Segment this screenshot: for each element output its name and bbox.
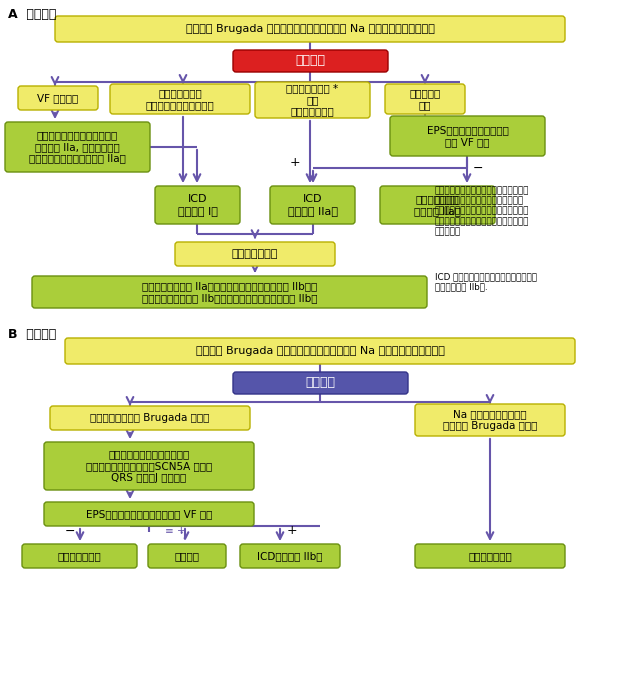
FancyBboxPatch shape: [380, 186, 495, 224]
FancyBboxPatch shape: [50, 406, 250, 430]
Text: 無症候性: 無症候性: [305, 376, 335, 389]
Text: 頻回の適切作動: 頻回の適切作動: [232, 249, 278, 259]
Text: +: +: [287, 525, 298, 538]
FancyBboxPatch shape: [175, 242, 335, 266]
FancyBboxPatch shape: [240, 544, 340, 568]
Text: 原因不明の
失神: 原因不明の 失神: [410, 88, 440, 110]
Text: 慎重な経過観察: 慎重な経過観察: [468, 551, 512, 561]
Text: −: −: [65, 525, 76, 538]
Text: ICD
（クラス I）: ICD （クラス I）: [177, 194, 218, 216]
Text: 有症候性: 有症候性: [296, 55, 326, 68]
FancyBboxPatch shape: [270, 186, 355, 224]
FancyBboxPatch shape: [22, 544, 137, 568]
FancyBboxPatch shape: [32, 276, 427, 308]
Text: ＊不整脈原性失神：非不整脈原性失神に
比べて，男性・中高年に多い，尿失禁
を伴うことが多く，高温・混雑・痛み・
精神的ストレス・起立姿勢などの誘因を
伴わない．: ＊不整脈原性失神：非不整脈原性失神に 比べて，男性・中高年に多い，尿失禁 を伴う…: [435, 186, 529, 236]
Text: 不整脈原性失神 *
痙攣
夜間苦悶様呼吸: 不整脈原性失神 * 痙攣 夜間苦悶様呼吸: [287, 83, 339, 116]
Text: EPS（２連期外刺激以下）での VF 誘発: EPS（２連期外刺激以下）での VF 誘発: [86, 509, 212, 519]
FancyBboxPatch shape: [44, 442, 254, 490]
FancyBboxPatch shape: [44, 502, 254, 526]
Text: Na チャネル遮断薬誘発
タイプ１ Brugada 心電図: Na チャネル遮断薬誘発 タイプ１ Brugada 心電図: [443, 409, 537, 431]
Text: 心肺停止の既往
持続性頻脈性心室不整脈: 心肺停止の既往 持続性頻脈性心室不整脈: [146, 88, 214, 110]
Text: キニジン: キニジン: [175, 551, 200, 561]
Text: 臨床および心電図所見を考慮
（年齢・性別・家族歴・SCN5A 変異・
QRS 棘波・J 波など）: 臨床および心電図所見を考慮 （年齢・性別・家族歴・SCN5A 変異・ QRS 棘…: [86, 450, 212, 483]
FancyBboxPatch shape: [385, 84, 465, 114]
FancyBboxPatch shape: [415, 544, 565, 568]
FancyBboxPatch shape: [65, 338, 575, 364]
Text: +: +: [290, 156, 300, 169]
FancyBboxPatch shape: [18, 86, 98, 110]
Text: ICD 拒否または禁忌の場合はキニジンを
考慮（クラス IIb）.: ICD 拒否または禁忌の場合はキニジンを 考慮（クラス IIb）.: [435, 272, 537, 291]
FancyBboxPatch shape: [5, 122, 150, 172]
Text: VF ストーム: VF ストーム: [37, 93, 79, 103]
FancyBboxPatch shape: [155, 186, 240, 224]
Text: ICD
（クラス IIa）: ICD （クラス IIa）: [287, 194, 337, 216]
Text: EPS（２連期外刺激以下）
での VF 誘発: EPS（２連期外刺激以下） での VF 誘発: [427, 125, 508, 147]
Text: −: −: [473, 162, 483, 175]
Text: 慎重な経過観察: 慎重な経過観察: [58, 551, 101, 561]
FancyBboxPatch shape: [415, 404, 565, 436]
Text: タイプ１ Brugada 心電図（自然発生あるいは Na チャネル遮断薬誘発）: タイプ１ Brugada 心電図（自然発生あるいは Na チャネル遮断薬誘発）: [186, 24, 435, 34]
Text: B  無症候性: B 無症候性: [8, 328, 56, 341]
FancyBboxPatch shape: [233, 372, 408, 394]
FancyBboxPatch shape: [55, 16, 565, 42]
FancyBboxPatch shape: [110, 84, 250, 114]
Text: 自然発生タイプ１ Brugada 心電図: 自然発生タイプ１ Brugada 心電図: [90, 413, 210, 423]
Text: 慎重な経過観察
（クラス IIa）: 慎重な経過観察 （クラス IIa）: [414, 194, 461, 216]
Text: キニジン（クラス IIa），シロスタゾール（クラス IIb），
ベプリジル（クラス IIb），アブレーション（クラス IIb）: キニジン（クラス IIa），シロスタゾール（クラス IIb）， ベプリジル（クラ…: [141, 281, 317, 303]
Text: ≡ +: ≡ +: [164, 526, 186, 536]
Text: A  有症候性: A 有症候性: [8, 8, 56, 21]
Text: ICD（クラス IIb）: ICD（クラス IIb）: [257, 551, 323, 561]
FancyBboxPatch shape: [148, 544, 226, 568]
FancyBboxPatch shape: [390, 116, 545, 156]
FancyBboxPatch shape: [233, 50, 388, 72]
Text: 急性期：イソプロテレノール
（クラス IIa, 保険適用外）
慢性期：キニジン（クラス IIa）: 急性期：イソプロテレノール （クラス IIa, 保険適用外） 慢性期：キニジン（…: [29, 131, 126, 164]
Text: タイプ１ Brugada 心電図（自然発生あるいは Na チャネル遮断薬誘発）: タイプ１ Brugada 心電図（自然発生あるいは Na チャネル遮断薬誘発）: [196, 346, 444, 356]
FancyBboxPatch shape: [255, 82, 370, 118]
